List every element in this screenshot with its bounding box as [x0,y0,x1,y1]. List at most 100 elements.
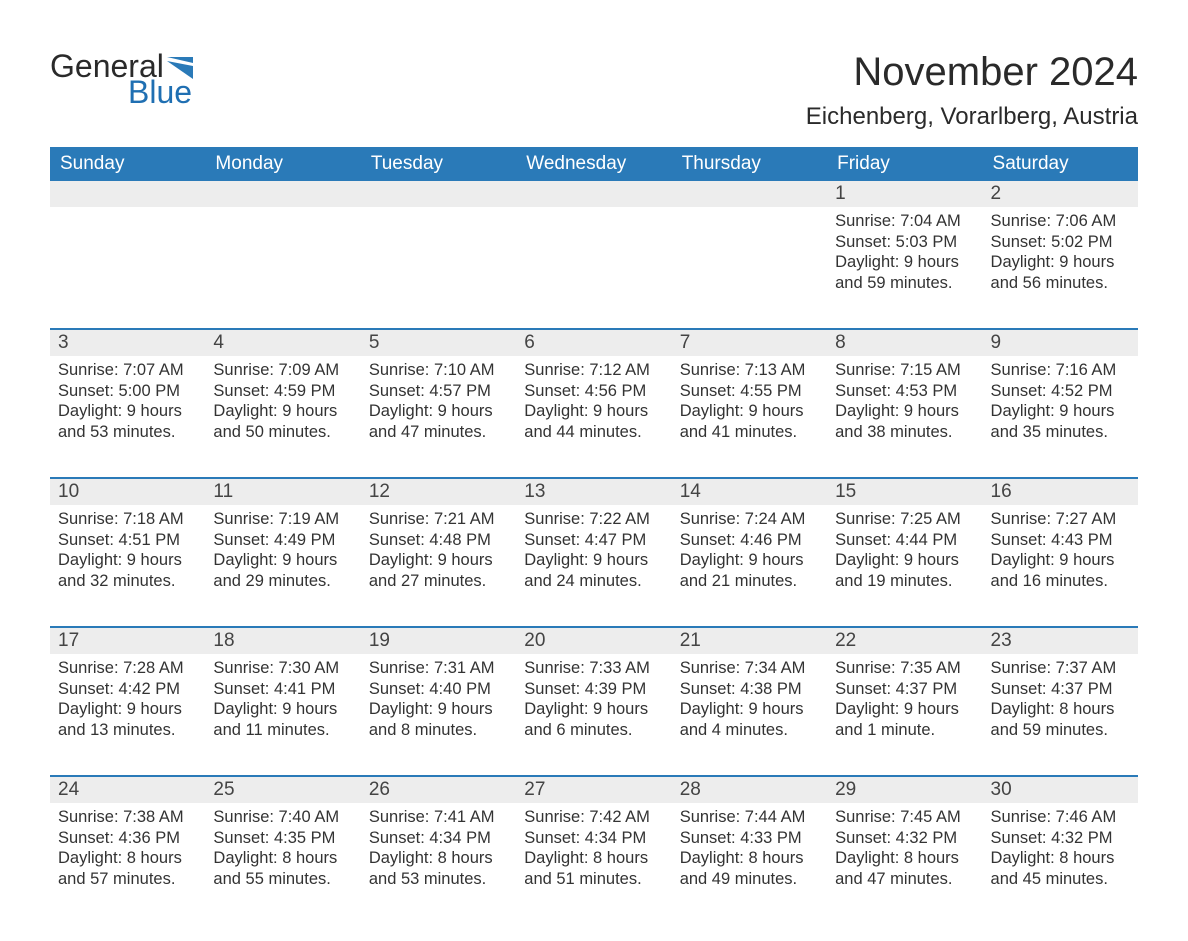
day-body: Sunrise: 7:27 AMSunset: 4:43 PMDaylight:… [983,505,1138,603]
day-sr: Sunrise: 7:34 AM [680,658,819,679]
day-number: 17 [50,627,205,654]
week-number-row: 3456789 [50,329,1138,356]
day-body [361,207,516,305]
day-sr: Sunrise: 7:15 AM [835,360,974,381]
day-sr: Sunrise: 7:27 AM [991,509,1130,530]
day-d2: and 19 minutes. [835,571,974,592]
day-d2: and 8 minutes. [369,720,508,741]
day-d1: Daylight: 9 hours [369,401,508,422]
day-number: 23 [983,627,1138,654]
day-number: 7 [672,329,827,356]
day-sr: Sunrise: 7:46 AM [991,807,1130,828]
day-number: 9 [983,329,1138,356]
day-d2: and 4 minutes. [680,720,819,741]
day-sr: Sunrise: 7:41 AM [369,807,508,828]
day-ss: Sunset: 4:37 PM [835,679,974,700]
day-number: 4 [205,329,360,356]
month-title: November 2024 [806,50,1138,95]
day-sr: Sunrise: 7:30 AM [213,658,352,679]
day-body [516,207,671,305]
day-d2: and 53 minutes. [58,422,197,443]
week-number-row: 12 [50,181,1138,207]
day-d2: and 57 minutes. [58,869,197,890]
day-sr: Sunrise: 7:42 AM [524,807,663,828]
day-number: 22 [827,627,982,654]
location: Eichenberg, Vorarlberg, Austria [806,103,1138,131]
day-number: 26 [361,776,516,803]
day-ss: Sunset: 4:59 PM [213,381,352,402]
day-body: Sunrise: 7:42 AMSunset: 4:34 PMDaylight:… [516,803,671,901]
day-sr: Sunrise: 7:18 AM [58,509,197,530]
day-sr: Sunrise: 7:10 AM [369,360,508,381]
day-number-empty [205,181,360,207]
day-number: 3 [50,329,205,356]
day-ss: Sunset: 4:32 PM [835,828,974,849]
day-sr: Sunrise: 7:38 AM [58,807,197,828]
day-d1: Daylight: 9 hours [213,699,352,720]
day-ss: Sunset: 4:37 PM [991,679,1130,700]
day-body: Sunrise: 7:19 AMSunset: 4:49 PMDaylight:… [205,505,360,603]
day-d2: and 41 minutes. [680,422,819,443]
day-d2: and 44 minutes. [524,422,663,443]
day-d2: and 55 minutes. [213,869,352,890]
day-d1: Daylight: 8 hours [991,699,1130,720]
day-d1: Daylight: 8 hours [835,848,974,869]
week-body-row: Sunrise: 7:18 AMSunset: 4:51 PMDaylight:… [50,505,1138,603]
day-sr: Sunrise: 7:44 AM [680,807,819,828]
day-number: 30 [983,776,1138,803]
day-ss: Sunset: 4:43 PM [991,530,1130,551]
day-body: Sunrise: 7:04 AMSunset: 5:03 PMDaylight:… [827,207,982,305]
day-body: Sunrise: 7:06 AMSunset: 5:02 PMDaylight:… [983,207,1138,305]
day-header-row: Sunday Monday Tuesday Wednesday Thursday… [50,147,1138,181]
day-sr: Sunrise: 7:25 AM [835,509,974,530]
day-d2: and 21 minutes. [680,571,819,592]
week-number-row: 10111213141516 [50,478,1138,505]
day-d1: Daylight: 8 hours [369,848,508,869]
day-sr: Sunrise: 7:31 AM [369,658,508,679]
day-body [50,207,205,305]
day-ss: Sunset: 4:33 PM [680,828,819,849]
day-sr: Sunrise: 7:22 AM [524,509,663,530]
day-body: Sunrise: 7:25 AMSunset: 4:44 PMDaylight:… [827,505,982,603]
day-d2: and 29 minutes. [213,571,352,592]
day-number: 21 [672,627,827,654]
day-d1: Daylight: 9 hours [369,699,508,720]
day-d2: and 16 minutes. [991,571,1130,592]
day-sr: Sunrise: 7:13 AM [680,360,819,381]
day-number: 11 [205,478,360,505]
day-ss: Sunset: 4:57 PM [369,381,508,402]
day-d1: Daylight: 8 hours [991,848,1130,869]
day-ss: Sunset: 4:38 PM [680,679,819,700]
day-number: 20 [516,627,671,654]
day-number: 10 [50,478,205,505]
day-ss: Sunset: 4:49 PM [213,530,352,551]
flag-icon [167,57,193,79]
day-d1: Daylight: 9 hours [680,401,819,422]
day-ss: Sunset: 4:35 PM [213,828,352,849]
day-number: 24 [50,776,205,803]
day-sr: Sunrise: 7:19 AM [213,509,352,530]
dayhead-mon: Monday [205,147,360,181]
day-body: Sunrise: 7:33 AMSunset: 4:39 PMDaylight:… [516,654,671,752]
day-sr: Sunrise: 7:40 AM [213,807,352,828]
day-ss: Sunset: 4:55 PM [680,381,819,402]
day-ss: Sunset: 4:39 PM [524,679,663,700]
calendar-body: 12Sunrise: 7:04 AMSunset: 5:03 PMDayligh… [50,181,1138,901]
day-ss: Sunset: 4:41 PM [213,679,352,700]
day-sr: Sunrise: 7:33 AM [524,658,663,679]
day-d1: Daylight: 9 hours [835,699,974,720]
day-d2: and 56 minutes. [991,273,1130,294]
day-sr: Sunrise: 7:28 AM [58,658,197,679]
day-sr: Sunrise: 7:16 AM [991,360,1130,381]
day-sr: Sunrise: 7:07 AM [58,360,197,381]
week-body-row: Sunrise: 7:28 AMSunset: 4:42 PMDaylight:… [50,654,1138,752]
day-d2: and 49 minutes. [680,869,819,890]
day-d1: Daylight: 9 hours [991,401,1130,422]
day-body: Sunrise: 7:31 AMSunset: 4:40 PMDaylight:… [361,654,516,752]
day-d2: and 38 minutes. [835,422,974,443]
day-body: Sunrise: 7:30 AMSunset: 4:41 PMDaylight:… [205,654,360,752]
calendar-table: Sunday Monday Tuesday Wednesday Thursday… [50,147,1138,901]
day-body: Sunrise: 7:40 AMSunset: 4:35 PMDaylight:… [205,803,360,901]
day-number: 2 [983,181,1138,207]
day-number: 16 [983,478,1138,505]
